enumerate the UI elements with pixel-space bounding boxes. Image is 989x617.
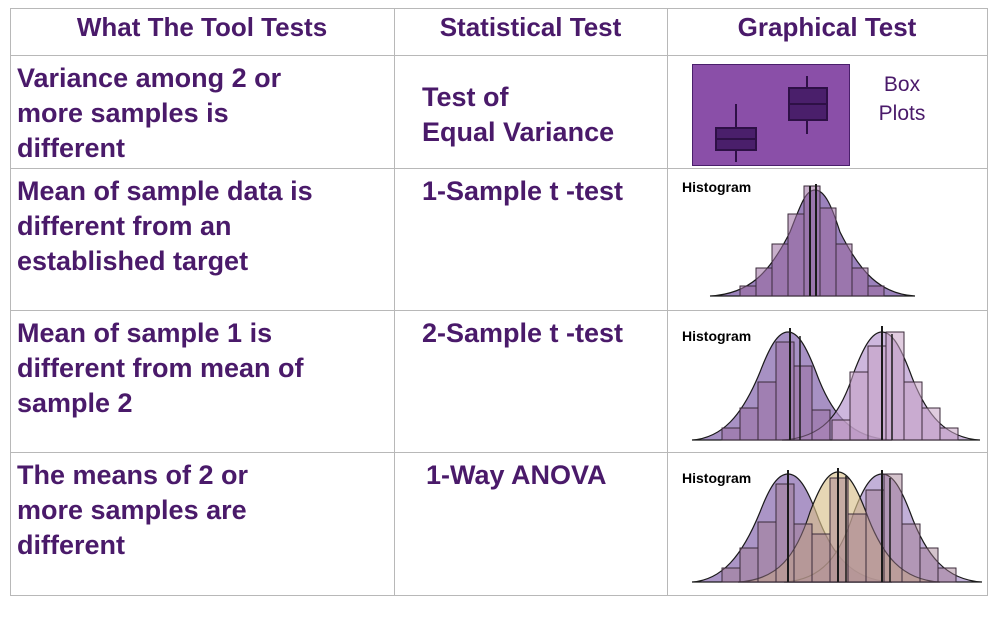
row4-tool-text: The means of 2 or more samples are diffe… (17, 460, 249, 560)
histogram-graphic-two-sample (691, 320, 982, 442)
histogram-graphic-anova (691, 464, 984, 584)
histogram-label: Histogram (682, 328, 752, 344)
table-border-bottom (10, 595, 988, 596)
row-divider (10, 168, 988, 169)
row1-statistical-text: Test of Equal Variance (422, 82, 615, 147)
row2-statistical-text: 1-Sample t -test (422, 176, 624, 206)
table-border-top (10, 8, 988, 9)
column-divider (394, 8, 395, 596)
histogram-label: Histogram (682, 470, 752, 486)
header-graphical-test: Graphical Test (737, 12, 917, 42)
header-statistical-test: Statistical Test (439, 12, 622, 42)
row2-tool-text: Mean of sample data is different from an… (17, 176, 313, 276)
header-what-tool-tests: What The Tool Tests (76, 12, 328, 42)
header-divider (10, 55, 988, 56)
box-plot-graphic (692, 64, 850, 166)
row3-statistical-text: 2-Sample t -test (422, 318, 624, 348)
histogram-label: Histogram (682, 179, 752, 195)
row3-tool-text: Mean of sample 1 is different from mean … (17, 318, 304, 418)
histogram-graphic (709, 182, 920, 298)
column-divider (667, 8, 668, 596)
row-divider (10, 310, 988, 311)
row1-tool-text: Variance among 2 or more samples is diff… (17, 63, 282, 163)
table-border-left (10, 8, 11, 596)
box-plots-label: Box Plots (878, 73, 926, 125)
row4-statistical-text: 1-Way ANOVA (426, 460, 607, 490)
table-border-right (987, 8, 988, 596)
comparison-table: What The Tool Tests Statistical Test Gra… (10, 8, 988, 596)
row-divider (10, 452, 988, 453)
